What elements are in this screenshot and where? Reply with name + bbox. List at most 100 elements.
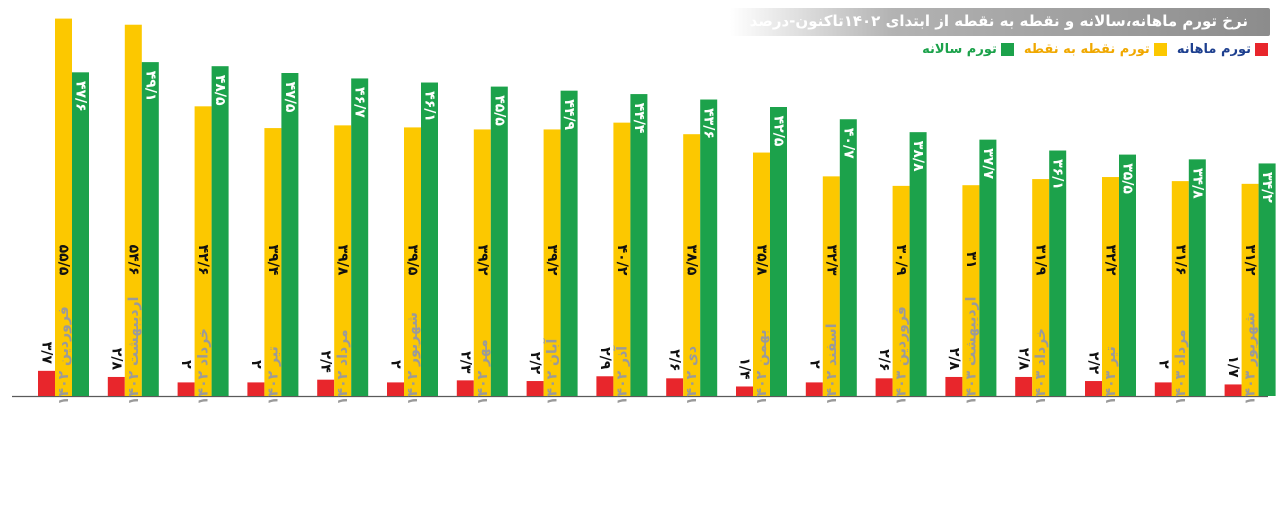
data-label-point-to-point: ۴۲/۶ xyxy=(195,245,211,276)
x-tick-label: دی ۱۴۰۲ xyxy=(684,346,700,405)
data-label-monthly: ۲ xyxy=(248,360,264,369)
data-label-annual: ۴۲/۵ xyxy=(771,116,787,147)
data-label-monthly: ۳/۷ xyxy=(39,342,55,365)
bar-point-to-point xyxy=(543,129,561,396)
bar-point-to-point xyxy=(1241,183,1259,396)
bar-annual xyxy=(490,86,508,396)
bar-annual xyxy=(839,119,857,397)
data-label-point-to-point: ۳۵/۸ xyxy=(754,245,770,276)
data-label-point-to-point: ۳۲/۳ xyxy=(823,245,839,276)
bar-point-to-point xyxy=(683,134,701,396)
data-label-monthly: ۲/۴ xyxy=(318,351,334,374)
data-label-point-to-point: ۵۵/۵ xyxy=(56,245,72,276)
data-label-monthly: ۲/۲ xyxy=(527,352,543,375)
data-label-monthly: ۲ xyxy=(806,360,822,369)
x-tick-label: شهریور ۱۴۰۳ xyxy=(1243,312,1259,405)
data-label-monthly: ۱/۴ xyxy=(737,357,753,380)
data-label-annual: ۴۰/۷ xyxy=(840,128,856,159)
bar-monthly xyxy=(387,382,404,396)
x-tick-label: مهر ۱۴۰۲ xyxy=(475,339,491,405)
data-label-point-to-point: ۳۹/۲ xyxy=(474,245,490,276)
bar-point-to-point xyxy=(194,106,212,396)
data-label-monthly: ۲ xyxy=(178,360,194,369)
x-tick-label: تیر ۱۴۰۲ xyxy=(265,346,281,405)
data-label-monthly: ۲ xyxy=(388,360,404,369)
bar-point-to-point xyxy=(1102,177,1119,396)
x-tick-label: اردیبهشت ۱۴۰۳ xyxy=(963,297,979,405)
bar-monthly xyxy=(456,380,474,396)
x-tick-label: خرداد ۱۴۰۳ xyxy=(1033,328,1049,405)
bar-monthly xyxy=(1224,384,1242,396)
bar-annual xyxy=(909,132,927,396)
bar-point-to-point xyxy=(753,152,770,396)
bar-annual xyxy=(72,72,89,396)
bar-point-to-point xyxy=(892,185,910,396)
data-label-annual: ۴۶/۱ xyxy=(422,91,438,122)
data-label-point-to-point: ۳۱/۹ xyxy=(1033,245,1049,276)
data-label-point-to-point: ۳۰/۹ xyxy=(893,245,909,276)
bar-point-to-point xyxy=(334,125,352,397)
bar-point-to-point xyxy=(124,24,142,396)
legend-swatch-annual xyxy=(1000,43,1014,56)
data-label-annual: ۴۳/۶ xyxy=(701,108,717,139)
data-label-annual: ۳۷/۷ xyxy=(980,148,996,179)
x-tick-label: آبان ۱۴۰۲ xyxy=(543,337,561,405)
data-label-point-to-point: ۳۹/۵ xyxy=(405,245,421,276)
data-label-annual: ۴۴/۹ xyxy=(561,99,577,130)
data-label-annual: ۴۷/۶ xyxy=(73,81,89,112)
data-label-monthly: ۲/۹ xyxy=(597,347,613,370)
bar-monthly xyxy=(805,382,823,396)
bar-monthly xyxy=(526,381,544,396)
data-label-monthly: ۲/۶ xyxy=(667,349,683,371)
x-tick-label: تیر ۱۴۰۳ xyxy=(1103,346,1119,405)
data-label-point-to-point: ۳۹/۸ xyxy=(335,245,351,276)
bar-monthly xyxy=(596,376,614,396)
x-tick-label: مرداد ۱۴۰۳ xyxy=(1173,329,1189,405)
data-label-monthly: ۲/۸ xyxy=(108,348,124,371)
bar-point-to-point xyxy=(55,18,72,396)
data-label-monthly: ۲/۸ xyxy=(946,348,962,371)
bar-annual xyxy=(351,78,369,396)
x-tick-label: آذر ۱۴۰۲ xyxy=(612,345,630,405)
legend-label-monthly: تورم ماهانه xyxy=(1176,42,1251,57)
data-label-point-to-point: ۳۲/۲ xyxy=(1103,245,1119,276)
legend-swatch-monthly xyxy=(1255,43,1268,56)
bar-monthly xyxy=(177,382,195,396)
bar-point-to-point xyxy=(473,129,491,396)
data-label-annual: ۴۷/۵ xyxy=(282,82,298,113)
bar-monthly xyxy=(875,378,893,396)
bar-annual xyxy=(1258,163,1276,396)
data-label-point-to-point: ۳۱/۲ xyxy=(1242,245,1258,276)
x-tick-label: بهمن ۱۴۰۲ xyxy=(754,329,770,405)
bar-point-to-point xyxy=(1032,179,1050,396)
bar-monthly xyxy=(945,376,963,396)
bar-annual xyxy=(630,94,648,396)
bar-annual xyxy=(421,82,438,397)
bar-annual xyxy=(1119,154,1136,396)
bar-monthly xyxy=(666,378,684,396)
data-label-point-to-point: ۳۱/۶ xyxy=(1172,245,1188,276)
data-label-monthly: ۲/۳ xyxy=(457,351,473,374)
data-label-monthly: ۱/۷ xyxy=(1225,355,1241,378)
bar-point-to-point xyxy=(264,128,282,396)
bar-monthly xyxy=(107,376,125,396)
bar-annual xyxy=(281,73,299,396)
bar-monthly xyxy=(38,370,55,396)
data-label-point-to-point: ۳۹/۲ xyxy=(544,245,560,276)
chart-title-bar: نرخ تورم ماهانه،سالانه و نقطه به نقطه از… xyxy=(730,8,1270,36)
bar-point-to-point xyxy=(613,122,631,396)
data-label-point-to-point: ۴۰/۲ xyxy=(614,245,630,276)
data-label-annual: ۳۴/۸ xyxy=(1189,168,1205,199)
bar-point-to-point xyxy=(822,176,840,396)
bar-point-to-point xyxy=(404,127,421,397)
data-label-annual: ۳۴/۲ xyxy=(1259,172,1275,203)
data-label-annual: ۴۸/۵ xyxy=(212,75,228,106)
legend: تورم ماهانه تورم نقطه به نقطه تورم سالان… xyxy=(922,42,1268,57)
legend-item-point-to-point: تورم نقطه به نقطه xyxy=(1024,42,1167,57)
data-label-annual: ۴۴/۴ xyxy=(631,103,647,134)
legend-label-annual: تورم سالانه xyxy=(922,42,997,57)
x-tick-label: فروردین ۱۴۰۲ xyxy=(56,306,72,405)
legend-swatch-point-to-point xyxy=(1153,43,1167,56)
data-label-point-to-point: ۳۱ xyxy=(963,251,979,268)
